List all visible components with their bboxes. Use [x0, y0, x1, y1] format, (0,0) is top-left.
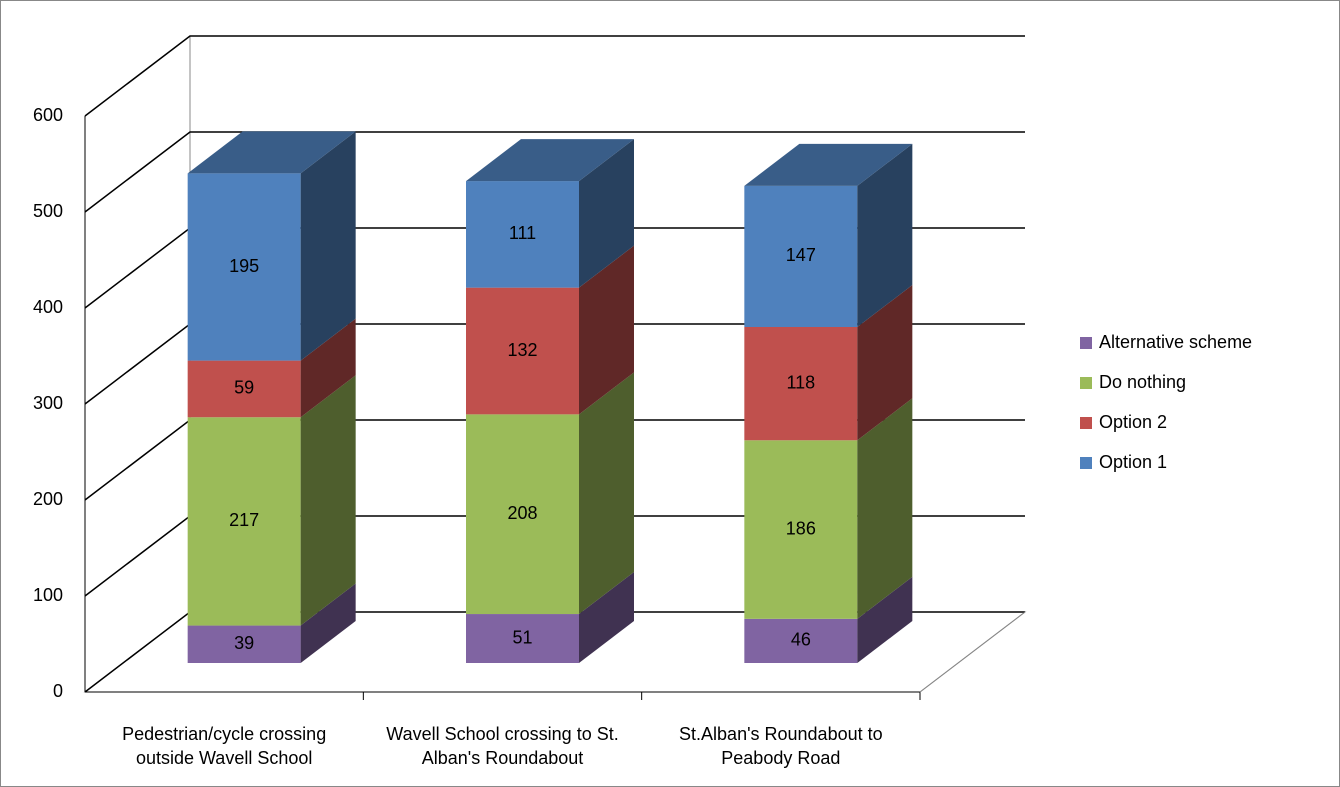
data-label: 59: [234, 378, 254, 398]
bar-segment: [466, 181, 579, 288]
bar-top: [744, 143, 913, 186]
y-tick-label: 100: [33, 585, 63, 605]
data-label: 195: [229, 256, 259, 276]
x-tick-label: St.Alban's Roundabout to Peabody Road: [679, 724, 883, 768]
y-tick-label: 200: [33, 489, 63, 509]
y-tick-label: 0: [53, 681, 63, 701]
bar-top: [187, 131, 356, 174]
data-label: 46: [791, 630, 811, 650]
bar-side: [300, 318, 356, 418]
legend-swatch: [1080, 377, 1092, 389]
grid-line: [84, 35, 1025, 117]
data-label: 118: [786, 372, 815, 392]
data-label: 147: [786, 245, 816, 265]
legend-label: Do nothing: [1099, 372, 1186, 392]
y-tick-label: 400: [33, 297, 63, 317]
legend-label: Option 2: [1099, 412, 1167, 432]
x-tick-label: Pedestrian/cycle crossing outside Wavell…: [122, 724, 327, 768]
bar-side: [857, 576, 913, 663]
bar-segment: [187, 360, 301, 418]
bar-side: [857, 398, 913, 619]
legend-swatch: [1080, 337, 1092, 349]
grid-line: [84, 131, 1025, 213]
bar-segment: [187, 173, 301, 361]
bar-segment: [744, 185, 858, 327]
bar-top: [466, 139, 634, 182]
bar-side: [300, 375, 356, 626]
bar-segment: [187, 417, 301, 626]
data-label: 39: [234, 633, 254, 653]
bar-side: [857, 285, 913, 441]
bar-segment: [466, 414, 579, 615]
bar-side: [300, 583, 356, 663]
y-tick-label: 600: [33, 105, 63, 125]
data-label: 186: [786, 518, 816, 538]
data-label: 208: [507, 503, 537, 523]
data-label: 217: [229, 510, 259, 530]
bar-segment: [744, 327, 858, 441]
bar-side: [857, 143, 913, 327]
bar-segment: [466, 614, 579, 663]
y-tick-label: 300: [33, 393, 63, 413]
legend-label: Alternative scheme: [1099, 332, 1252, 352]
legend-swatch: [1080, 457, 1092, 469]
y-tick-label: 500: [33, 201, 63, 221]
legend-swatch: [1080, 417, 1092, 429]
bar-side: [579, 572, 634, 663]
data-label: 132: [507, 340, 537, 360]
bar-segment: [466, 287, 579, 415]
bar-side: [579, 139, 634, 288]
bar-segment: [187, 625, 301, 663]
bar-segment: [744, 618, 858, 663]
bar-side: [579, 245, 634, 415]
data-label: 111: [509, 223, 536, 243]
data-label: 51: [512, 627, 532, 647]
legend-label: Option 1: [1099, 452, 1167, 472]
floor-right-edge: [919, 611, 1026, 693]
bar-side: [579, 372, 634, 615]
bar-segment: [744, 440, 858, 619]
x-tick-label: Wavell School crossing to St. Alban's Ro…: [386, 724, 619, 768]
bar-side: [300, 131, 356, 361]
